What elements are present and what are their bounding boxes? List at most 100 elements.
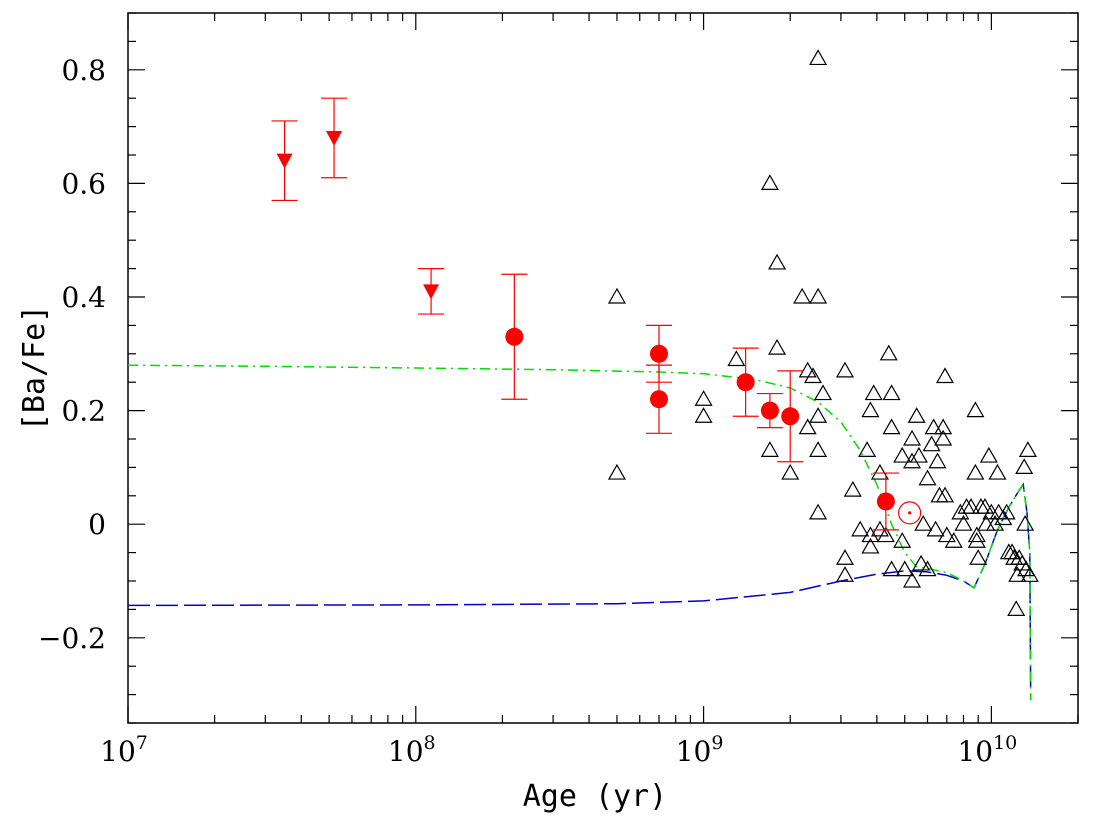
field-star-point — [1003, 543, 1022, 560]
cluster-point — [760, 401, 779, 420]
field-star-point — [935, 367, 955, 384]
field-star-point — [918, 469, 937, 486]
field-star-point — [895, 560, 914, 577]
y-tick-labels: −0.2 0 0.2 0.4 0.6 0.8 — [38, 54, 106, 655]
cluster-point — [649, 344, 668, 363]
plot-area — [127, 49, 1039, 701]
cluster-upper-point — [276, 153, 293, 169]
axis-ticks — [127, 12, 1079, 724]
field-star-point — [1020, 566, 1039, 582]
field-star-point — [882, 560, 901, 577]
model-curve-dashdot — [127, 364, 1032, 701]
field-star-point — [934, 429, 953, 446]
field-star-point — [902, 452, 922, 469]
field-star-point — [909, 446, 928, 463]
field-star-point — [798, 418, 817, 435]
field-star-point — [861, 526, 880, 543]
field-star-point — [809, 49, 828, 66]
field-star-point — [870, 520, 889, 537]
cluster-upper-point — [423, 284, 440, 300]
field-star-point — [951, 503, 970, 520]
field-star-point — [926, 520, 945, 537]
field-star-point — [727, 350, 746, 367]
field-star-point — [882, 418, 901, 435]
field-star-point — [768, 338, 787, 355]
field-star-point — [760, 441, 779, 457]
field-star-point — [902, 429, 922, 446]
field-star-point — [1008, 566, 1027, 582]
y-tick-label: −0.2 — [38, 622, 106, 655]
field-star-point — [1018, 441, 1037, 457]
field-star-point — [694, 390, 713, 406]
x-tick-label: 109 — [676, 732, 724, 768]
field-star-point — [781, 463, 800, 480]
field-star-point — [962, 497, 981, 514]
field-star-point — [988, 463, 1007, 480]
field-star-point — [914, 514, 933, 531]
field-star-point — [969, 549, 988, 565]
x-axis-title: Age (yr) — [523, 779, 668, 814]
field-star-point — [902, 571, 922, 588]
cluster-point — [736, 373, 755, 392]
field-star-point — [944, 532, 963, 548]
field-star-point — [793, 287, 812, 304]
field-star-point — [851, 520, 870, 537]
cluster-point — [781, 407, 800, 426]
field-star-point — [912, 554, 931, 571]
field-star-point — [893, 532, 912, 548]
field-star-point — [977, 514, 996, 531]
field-star-point — [979, 446, 998, 463]
field-star-point — [924, 418, 943, 435]
cluster-point — [876, 492, 895, 511]
field-star-point — [864, 384, 883, 401]
y-tick-label: 0.6 — [61, 167, 106, 200]
field-star-point — [1007, 600, 1026, 617]
x-tick-label: 108 — [388, 732, 436, 768]
x-tick-labels: 107 108 109 1010 — [100, 732, 1017, 768]
field-star-point — [876, 526, 895, 543]
field-star-point — [861, 401, 880, 418]
y-axis-title: [Ba/Fe] — [17, 305, 52, 431]
field-star-point — [893, 446, 912, 463]
plot-frame-group — [127, 12, 1079, 724]
field-star-point — [935, 486, 955, 503]
field-star-point — [768, 253, 787, 270]
y-tick-label: 0.4 — [61, 281, 106, 314]
cluster-point — [649, 390, 668, 409]
y-tick-label: 0 — [88, 508, 106, 541]
field-star-point — [813, 384, 833, 401]
field-star-point — [870, 463, 889, 480]
field-star-point — [694, 407, 713, 423]
field-star-point — [1016, 514, 1035, 531]
field-star-point — [843, 480, 862, 497]
field-star-point — [809, 441, 828, 457]
sun-symbol-dot — [908, 511, 912, 515]
field-star-point — [809, 407, 828, 423]
cluster-upper-point — [326, 130, 343, 146]
field-star-point — [967, 526, 986, 543]
plot-frame — [127, 12, 1079, 724]
y-tick-label: 0.2 — [61, 395, 106, 428]
field-star-point — [882, 384, 901, 401]
field-star-point — [937, 526, 956, 543]
field-star-point — [1015, 458, 1034, 474]
field-star-point — [835, 549, 855, 565]
field-star-point — [907, 407, 926, 423]
field-star-point — [930, 486, 949, 503]
field-star-point — [986, 514, 1005, 531]
field-star-point — [954, 514, 973, 531]
field-star-point — [928, 452, 947, 469]
field-star-point — [858, 441, 877, 457]
field-star-point — [809, 503, 828, 520]
field-star-point — [918, 560, 937, 577]
field-star-point — [975, 497, 994, 514]
field-star-point — [607, 463, 626, 480]
sun-symbol — [898, 501, 922, 525]
field-star-point — [607, 287, 626, 304]
field-star-point — [809, 287, 828, 304]
cluster-point — [505, 327, 524, 346]
field-star-point — [997, 503, 1016, 520]
field-star-point — [879, 344, 898, 361]
field-star-point — [934, 418, 953, 435]
